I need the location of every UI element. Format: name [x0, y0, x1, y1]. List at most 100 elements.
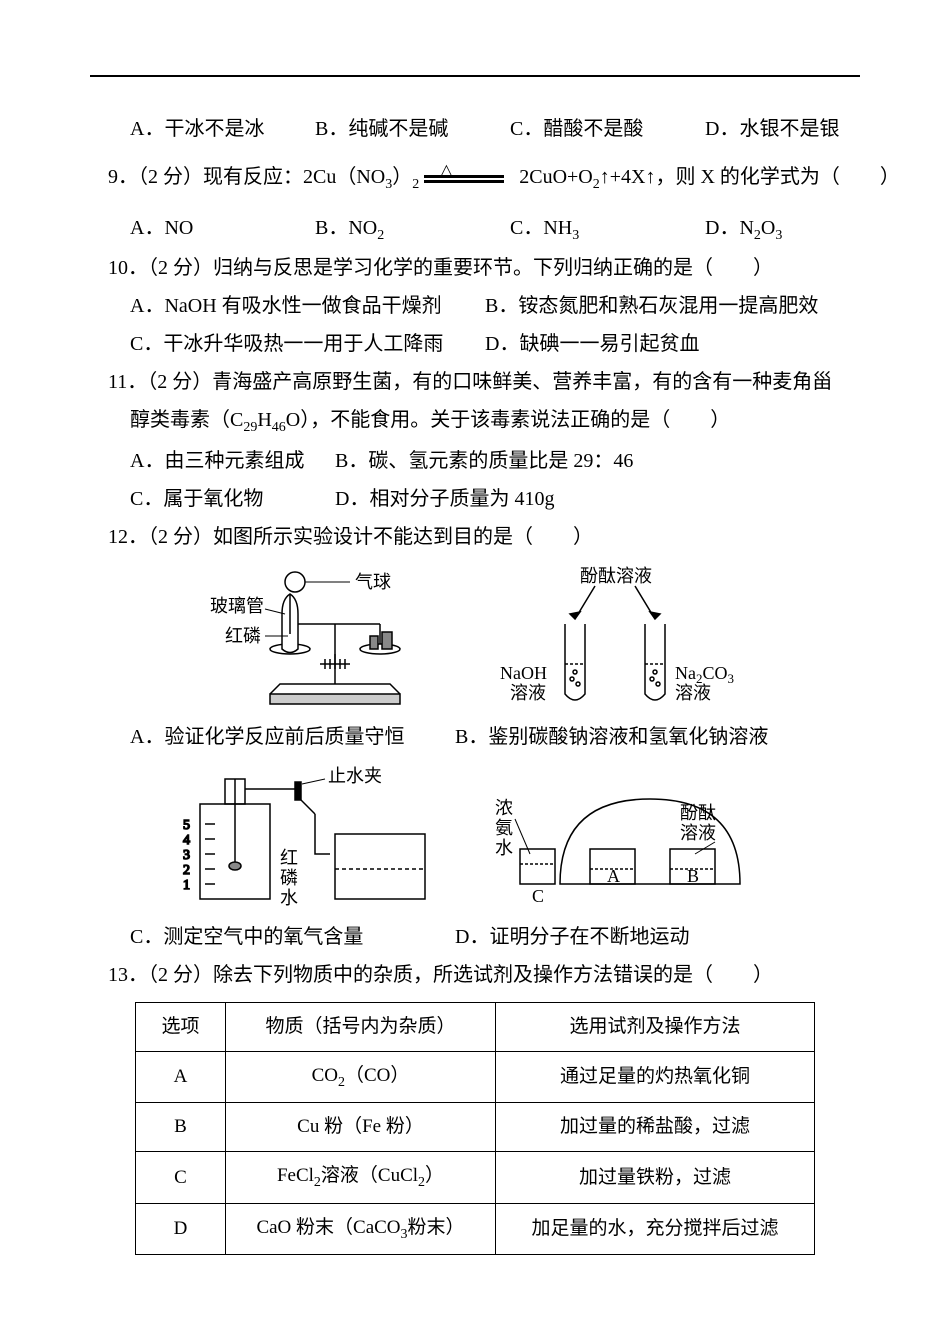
q12-cap-d: D．证明分子在不断地运动	[455, 926, 689, 948]
q13-d-post: 粉末）	[408, 1217, 465, 1238]
q11-s2-m1: H	[257, 409, 271, 431]
q13-a-mid: （CO）	[345, 1065, 409, 1086]
q13-d-opt: D	[136, 1203, 226, 1254]
q13-h3: 选用试剂及操作方法	[496, 1002, 815, 1051]
q13-h2: 物质（括号内为杂质）	[226, 1002, 496, 1051]
q13-table: 选项 物质（括号内为杂质） 选用试剂及操作方法 A CO2（CO） 通过足量的灼…	[135, 1002, 815, 1255]
q10-opt-b: B．铵态氮肥和熟石灰混用一提高肥效	[485, 287, 818, 325]
q13-a-method: 通过足量的灼热氧化铜	[496, 1051, 815, 1102]
figD-r1b: 溶液	[680, 823, 716, 843]
figB-left-top: NaOH	[500, 663, 547, 683]
figD-c: C	[532, 886, 544, 906]
q9-text-post2: ↑+4X↑，则 X 的化学式为（ ）	[600, 166, 900, 188]
svg-text:5: 5	[183, 818, 190, 833]
q12-fig-c: 5 4 3 2 1 止水夹 红 磷 水	[180, 764, 460, 914]
q13-stem: 13．（2 分）除去下列物质中的杂质，所选试剂及操作方法错误的是（ ）	[90, 956, 860, 994]
q11-opt-a: A．由三种元素组成	[130, 442, 330, 480]
q10-opt-c: C．干冰升华吸热一一用于人工降雨	[130, 325, 480, 363]
q10-row2: C．干冰升华吸热一一用于人工降雨 D．缺碘一一易引起贫血	[90, 325, 860, 363]
q8-opt-b: B．纯碱不是碱	[315, 110, 505, 148]
q10-opt-d: D．缺碘一一易引起贫血	[485, 325, 699, 363]
q10-row1: A．NaOH 有吸水性一做食品干燥剂 B．铵态氮肥和熟石灰混用一提高肥效	[90, 287, 860, 325]
table-row: B Cu 粉（Fe 粉） 加过量的稀盐酸，过滤	[136, 1103, 815, 1152]
q12-fig-b: 酚酞溶液 NaOH 溶液 Na2CO3 溶液	[480, 564, 740, 714]
q13-a-sub: CO2（CO）	[226, 1051, 496, 1102]
q8-opt-a: A．干冰不是冰	[130, 110, 310, 148]
q13-c-method: 加过量铁粉，过滤	[496, 1152, 815, 1203]
q13-c-s2: 2	[418, 1175, 425, 1190]
page-content: A．干冰不是冰 B．纯碱不是碱 C．醋酸不是酸 D．水银不是银 9．（2 分）现…	[90, 110, 860, 1255]
q13-d-pre: CaO 粉末（CaCO	[256, 1217, 400, 1238]
figA-tube: 玻璃管	[210, 596, 264, 616]
reaction-arrow-icon: △	[424, 166, 514, 190]
q8-options: A．干冰不是冰 B．纯碱不是碱 C．醋酸不是酸 D．水银不是银	[90, 110, 860, 148]
figD-a: A	[607, 866, 620, 886]
table-row: A CO2（CO） 通过足量的灼热氧化铜	[136, 1051, 815, 1102]
q12-cap-c: C．测定空气中的氧气含量	[130, 918, 450, 956]
q9-c-pre: C．NH	[510, 209, 572, 247]
q9-opt-a: A．NO	[130, 209, 310, 247]
q13-c-sub: FeCl2溶液（CuCl2）	[226, 1152, 496, 1203]
q11-stem1: 11．（2 分）青海盛产高原野生菌，有的口味鲜美、营养丰富，有的含有一种麦角甾	[90, 363, 860, 401]
q11-s2-m2: O	[286, 409, 300, 431]
q13-d-method: 加足量的水，充分搅拌后过滤	[496, 1203, 815, 1254]
figD-l1b: 氨	[495, 818, 513, 838]
figD-r1a: 酚酞	[680, 803, 716, 823]
q9-d-s1: 2	[754, 228, 761, 243]
figB-right-bot: 溶液	[675, 683, 711, 703]
q13-d-s1: 3	[401, 1227, 408, 1242]
q12-cap-a: A．验证化学反应前后质量守恒	[130, 718, 450, 756]
q9-b-sub: 2	[377, 228, 384, 243]
q8-opt-c: C．醋酸不是酸	[510, 110, 700, 148]
q13-b-method: 加过量的稀盐酸，过滤	[496, 1103, 815, 1152]
table-row: D CaO 粉末（CaCO3粉末） 加足量的水，充分搅拌后过滤	[136, 1203, 815, 1254]
q13-b-sub: Cu 粉（Fe 粉）	[226, 1103, 496, 1152]
q11-opt-c: C．属于氧化物	[130, 480, 330, 518]
figC-phos1: 红	[280, 848, 298, 868]
q13-c-pre: FeCl	[277, 1165, 314, 1186]
q11-opt-b: B．碳、氢元素的质量比是 29：46	[335, 442, 633, 480]
q13-c-opt: C	[136, 1152, 226, 1203]
q11-s2-s2: 46	[272, 420, 286, 435]
figB-title: 酚酞溶液	[580, 566, 652, 586]
q9-sub3: 2	[593, 177, 600, 192]
q9-opt-c: C．NH3	[510, 209, 700, 250]
q11-opt-d: D．相对分子质量为 410g	[335, 480, 554, 518]
table-header-row: 选项 物质（括号内为杂质） 选用试剂及操作方法	[136, 1002, 815, 1051]
top-rule	[90, 75, 860, 77]
q12-row1: 气球 玻璃管 红磷 酚酞溶液 NaOH	[90, 564, 860, 714]
q12-cap-b: B．鉴别碳酸钠溶液和氢氧化钠溶液	[455, 726, 768, 748]
q12-fig-d: 浓 氨 水 酚酞 溶液 C A B	[490, 764, 770, 914]
q11-s2-s1: 29	[243, 420, 257, 435]
figA-balloon: 气球	[355, 572, 391, 592]
q13-c-s1: 2	[314, 1175, 321, 1190]
figD-l1c: 水	[495, 838, 513, 858]
q9-options: A．NO B．NO2 C．NH3 D．N2O3	[90, 209, 860, 250]
table-row: C FeCl2溶液（CuCl2） 加过量铁粉，过滤	[136, 1152, 815, 1203]
q13-h1: 选项	[136, 1002, 226, 1051]
figC-clamp: 止水夹	[328, 766, 382, 786]
q9-opt-b: B．NO2	[315, 209, 505, 250]
q9-mid1: ）	[392, 166, 412, 188]
q11-row2: C．属于氧化物 D．相对分子质量为 410g	[90, 480, 860, 518]
q9-text-post: 2CuO+O	[519, 166, 593, 188]
q12-row2: 5 4 3 2 1 止水夹 红 磷 水	[90, 764, 860, 914]
arrow-line2	[424, 180, 504, 183]
q9-d-mid: O	[761, 209, 775, 247]
q10-stem: 10．（2 分）归纳与反思是学习化学的重要环节。下列归纳正确的是（ ）	[90, 249, 860, 287]
q11-s2-pre: 醇类毒素（C	[130, 409, 243, 431]
q12-caps-row1: A．验证化学反应前后质量守恒 B．鉴别碳酸钠溶液和氢氧化钠溶液	[90, 718, 860, 756]
q9-stem: 9．（2 分）现有反应：2Cu（NO3）2 △ 2CuO+O2↑+4X↑，则 X…	[90, 158, 860, 199]
q12-caps-row2: C．测定空气中的氧气含量 D．证明分子在不断地运动	[90, 918, 860, 956]
q13-c-mid: 溶液（CuCl	[321, 1165, 418, 1186]
q9-b-pre: B．NO	[315, 209, 377, 247]
q11-stem2: 醇类毒素（C29H46O），不能食用。关于该毒素说法正确的是（ ）	[90, 401, 860, 442]
q13-d-sub: CaO 粉末（CaCO3粉末）	[226, 1203, 496, 1254]
svg-text:4: 4	[183, 833, 190, 848]
q8-opt-d: D．水银不是银	[705, 110, 839, 148]
q9-sub2: 2	[412, 177, 419, 192]
arrow-line1	[424, 175, 504, 178]
q9-c-sub: 3	[572, 228, 579, 243]
svg-text:3: 3	[183, 848, 190, 863]
q9-opt-d: D．N2O3	[705, 209, 782, 250]
